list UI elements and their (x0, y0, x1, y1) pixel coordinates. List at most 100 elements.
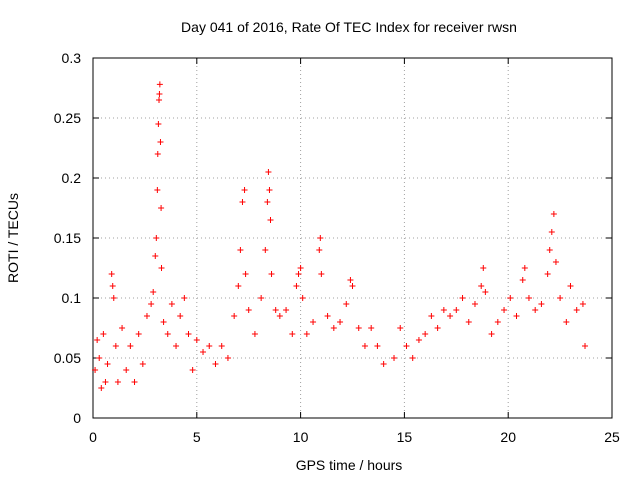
data-point (513, 313, 520, 319)
data-point (519, 277, 526, 283)
data-point (127, 343, 134, 349)
data-point (156, 97, 163, 103)
x-axis: 0 5 10 15 20 25 (89, 58, 620, 445)
x-tick-label: 25 (604, 429, 620, 445)
data-point (368, 325, 375, 331)
data-point (150, 289, 157, 295)
data-point (415, 337, 422, 343)
data-point (579, 301, 586, 307)
data-point (501, 307, 508, 313)
data-point (114, 379, 121, 385)
grid (93, 58, 612, 418)
data-point (349, 283, 356, 289)
data-point (465, 319, 472, 325)
chart-title: Day 041 of 2016, Rate Of TEC Index for r… (181, 19, 517, 35)
data-point (482, 289, 489, 295)
data-point (538, 301, 545, 307)
data-point (276, 313, 283, 319)
data-point (135, 331, 142, 337)
x-tick-label: 10 (293, 429, 309, 445)
data-point (521, 265, 528, 271)
data-point (200, 349, 207, 355)
data-point (157, 139, 164, 145)
data-point (567, 283, 574, 289)
data-point (160, 319, 167, 325)
data-point (548, 229, 555, 235)
scatter-points (92, 81, 589, 391)
plot-frame (92, 57, 613, 419)
data-point (100, 331, 107, 337)
data-point (428, 313, 435, 319)
data-point (440, 307, 447, 313)
data-point (283, 307, 290, 313)
x-tick-label: 15 (397, 429, 413, 445)
data-point (168, 301, 175, 307)
x-tick-label: 0 (89, 429, 97, 445)
data-point (546, 247, 553, 253)
data-point (258, 295, 265, 301)
data-point (361, 343, 368, 349)
data-point (550, 211, 557, 217)
y-axis-label: ROTI / TECUs (5, 193, 21, 283)
data-point (158, 265, 165, 271)
data-point (109, 283, 116, 289)
data-point (355, 325, 362, 331)
data-point (102, 379, 109, 385)
data-point (557, 295, 564, 301)
data-point (289, 331, 296, 337)
data-point (96, 355, 103, 361)
data-point (552, 259, 559, 265)
y-tick-label: 0.3 (62, 50, 82, 66)
data-point (154, 187, 161, 193)
data-point (242, 271, 249, 277)
data-point (488, 331, 495, 337)
data-point (262, 247, 269, 253)
data-point (532, 307, 539, 313)
data-point (131, 379, 138, 385)
data-point (193, 337, 200, 343)
data-point (241, 187, 248, 193)
data-point (119, 325, 126, 331)
data-point (268, 271, 275, 277)
data-point (295, 271, 302, 277)
data-point (403, 343, 410, 349)
data-point (525, 295, 532, 301)
data-point (324, 313, 331, 319)
data-point (143, 313, 150, 319)
data-point (297, 265, 304, 271)
data-point (397, 325, 404, 331)
data-point (173, 343, 180, 349)
data-point (374, 343, 381, 349)
data-point (267, 217, 274, 223)
data-point (224, 355, 231, 361)
data-point (391, 355, 398, 361)
data-point (478, 283, 485, 289)
data-point (480, 265, 487, 271)
data-point (422, 331, 429, 337)
data-point (156, 81, 163, 88)
data-point (94, 337, 101, 343)
data-point (218, 343, 225, 349)
data-point (237, 247, 244, 253)
data-point (164, 331, 171, 337)
x-axis-label: GPS time / hours (296, 457, 403, 473)
data-point (330, 325, 337, 331)
data-point (459, 295, 466, 301)
data-point (409, 355, 416, 361)
y-tick-label: 0.25 (54, 110, 81, 126)
data-point (206, 343, 213, 349)
data-point (155, 121, 162, 127)
data-point (343, 301, 350, 307)
data-point (231, 313, 238, 319)
data-point (123, 367, 130, 373)
y-tick-label: 0.1 (62, 290, 82, 306)
x-tick-label: 20 (500, 429, 516, 445)
data-point (152, 253, 159, 259)
data-point (380, 361, 387, 367)
data-point (139, 361, 146, 367)
y-tick-label: 0.05 (54, 350, 81, 366)
data-point (316, 247, 323, 253)
data-point (347, 277, 354, 283)
data-point (98, 385, 105, 391)
data-point (266, 187, 273, 193)
